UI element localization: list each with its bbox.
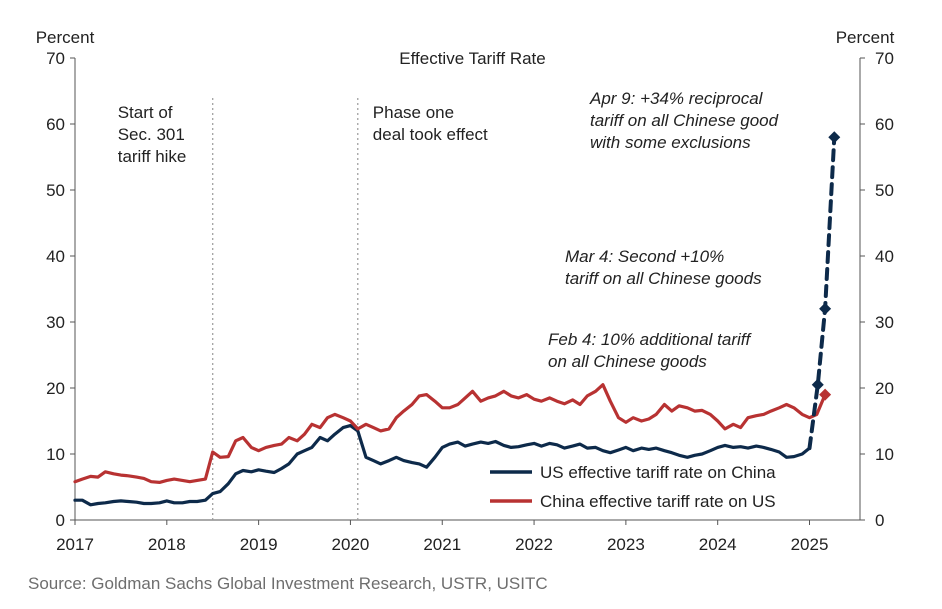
annotation-line: with some exclusions <box>590 133 751 152</box>
series-lines <box>73 135 837 507</box>
y-tick-label-right: 40 <box>875 247 894 266</box>
series-line-us <box>73 424 812 507</box>
diamond-marker <box>828 131 841 144</box>
x-tick-label: 2019 <box>240 535 278 554</box>
event-lines <box>212 98 359 520</box>
y-tick-label-right: 30 <box>875 313 894 332</box>
y-axis-label-right: Percent <box>836 28 895 47</box>
event-label-line: Phase one <box>373 103 454 122</box>
y-tick-label-right: 50 <box>875 181 894 200</box>
annotation-line: Mar 4: Second +10% <box>565 247 724 266</box>
x-tick-label: 2023 <box>607 535 645 554</box>
y-tick-label-right: 20 <box>875 379 894 398</box>
y-tick-label-right: 0 <box>875 511 884 530</box>
series-line-china <box>73 383 827 484</box>
y-tick-label-left: 50 <box>46 181 65 200</box>
y-tick-label-right: 70 <box>875 49 894 68</box>
diamond-marker <box>819 388 832 401</box>
x-tick-label: 2020 <box>332 535 370 554</box>
x-tick-label: 2018 <box>148 535 186 554</box>
y-tick-label-right: 60 <box>875 115 894 134</box>
x-tick-label: 2017 <box>56 535 94 554</box>
event-label-line: tariff hike <box>118 147 187 166</box>
y-tick-label-left: 40 <box>46 247 65 266</box>
y-tick-label-left: 20 <box>46 379 65 398</box>
event-label-line: deal took effect <box>373 125 488 144</box>
annotation-line: Apr 9: +34% reciprocal <box>589 89 764 108</box>
x-tick-label: 2025 <box>791 535 829 554</box>
chart-texts: Percent Percent Effective Tariff Rate Start… <box>36 28 895 371</box>
source-note: Source: Goldman Sachs Global Investment … <box>28 574 548 593</box>
annotation-line: tariff on all Chinese goods <box>565 269 762 288</box>
diamond-marker <box>811 378 824 391</box>
annotation-line: tariff on all Chinese good <box>590 111 779 130</box>
y-tick-label-left: 0 <box>56 511 65 530</box>
series-line-us-projected <box>807 135 837 451</box>
legend-label: China effective tariff rate on US <box>540 492 776 511</box>
annotation-line: Feb 4: 10% additional tariff <box>548 330 753 349</box>
event-label-line: Sec. 301 <box>118 125 185 144</box>
legend-label: US effective tariff rate on China <box>540 463 776 482</box>
y-tick-label-left: 60 <box>46 115 65 134</box>
diamond-marker <box>819 302 832 315</box>
chart-title: Effective Tariff Rate <box>399 49 545 68</box>
x-tick-label: 2021 <box>423 535 461 554</box>
y-tick-label-right: 10 <box>875 445 894 464</box>
legend: US effective tariff rate on China China e… <box>490 463 776 511</box>
event-label-line: Start of <box>118 103 173 122</box>
y-tick-label-left: 30 <box>46 313 65 332</box>
y-tick-label-left: 10 <box>46 445 65 464</box>
point-markers <box>811 131 841 401</box>
y-axis-label-left: Percent <box>36 28 95 47</box>
x-tick-label: 2022 <box>515 535 553 554</box>
annotation-line: on all Chinese goods <box>548 352 707 371</box>
y-tick-label-left: 70 <box>46 49 65 68</box>
x-tick-label: 2024 <box>699 535 737 554</box>
